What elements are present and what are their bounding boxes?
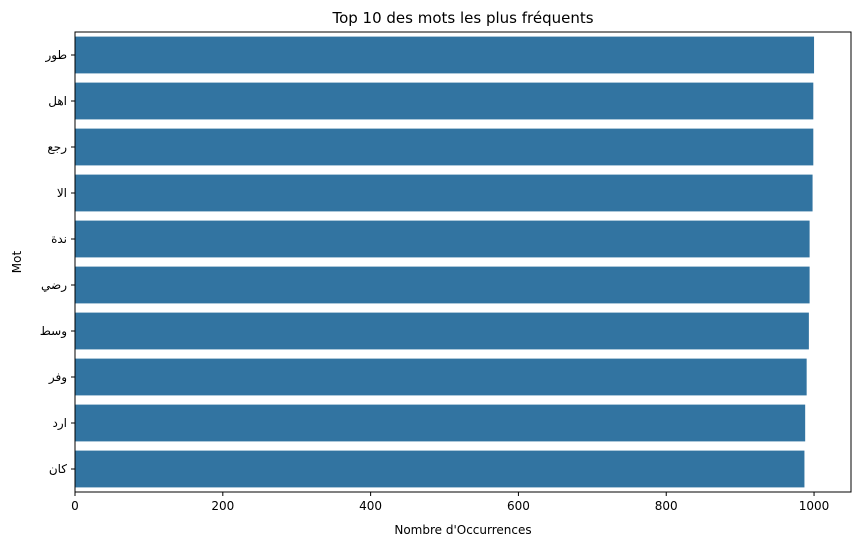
y-tick-label: طور [44, 48, 67, 63]
x-tick-label: 800 [655, 499, 678, 513]
x-tick-label: 0 [71, 499, 79, 513]
plot-frame [74, 31, 852, 493]
chart-title: Top 10 des mots les plus fréquents [331, 9, 593, 27]
bar-6 [75, 266, 810, 304]
y-tick-label: وسط [40, 324, 67, 339]
x-tick-label: 600 [507, 499, 530, 513]
bar-7 [75, 312, 809, 350]
bar-3 [75, 128, 814, 166]
x-axis-label: Nombre d'Occurrences [394, 523, 531, 537]
x-tick-label: 400 [359, 499, 382, 513]
bar-2 [75, 82, 814, 120]
y-tick-label: رضي [41, 278, 67, 293]
bar-4 [75, 174, 813, 212]
x-tick-label: 200 [211, 499, 234, 513]
bar-10 [75, 450, 805, 488]
bar-5 [75, 220, 810, 258]
y-tick-label: وفر [48, 370, 67, 385]
x-axis-ticks: 0 200 400 600 800 1000 [71, 492, 829, 513]
y-tick-label: اهل [48, 94, 67, 108]
y-axis-ticks: طور اهل رجع الا ندة رضي وسط وفر ارد كان [40, 48, 75, 476]
bars-group [75, 36, 815, 488]
bar-8 [75, 358, 807, 396]
x-tick-label: 1000 [799, 499, 830, 513]
y-tick-label: ندة [51, 232, 67, 246]
y-tick-label: ارد [53, 416, 67, 431]
bar-1 [75, 36, 815, 74]
bar-9 [75, 404, 806, 442]
y-tick-label: كان [49, 462, 67, 476]
y-tick-label: رجع [47, 140, 67, 155]
y-tick-label: الا [57, 186, 67, 200]
y-axis-label: Mot [10, 251, 24, 274]
